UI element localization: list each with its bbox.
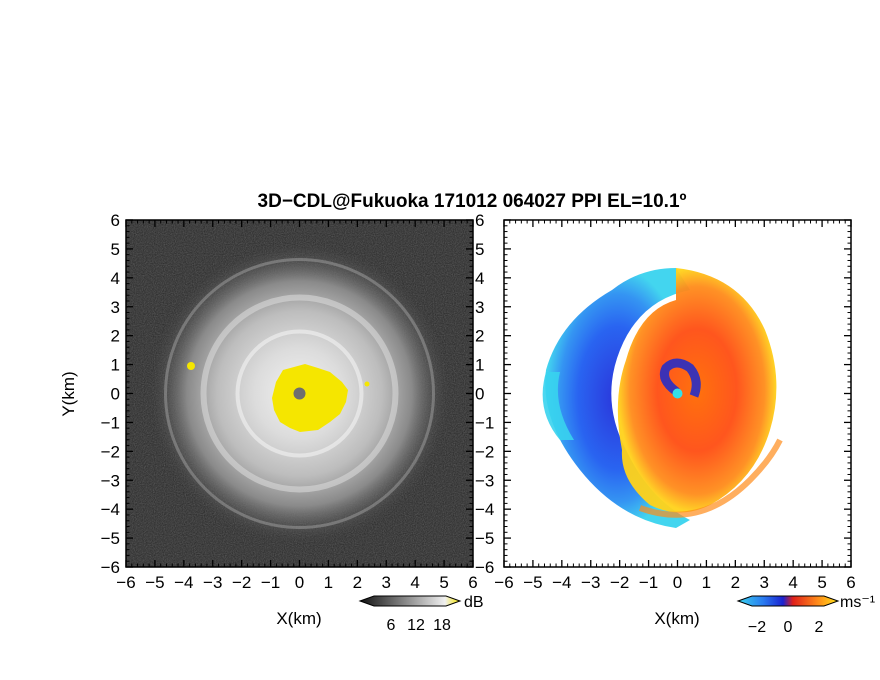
x-tick-label: 1: [324, 573, 333, 592]
right-colorbar-tick: −2: [748, 619, 766, 636]
y-tick-label: −4: [475, 500, 494, 519]
right-x-axis-label: X(km): [654, 609, 699, 628]
left-bright-ring: [200, 294, 399, 493]
x-tick-label: 6: [468, 573, 477, 592]
x-tick-label: 3: [382, 573, 391, 592]
x-tick-label: 4: [788, 573, 797, 592]
x-tick-label: 3: [760, 573, 769, 592]
y-tick-label: −3: [475, 471, 494, 490]
x-tick-label: −3: [581, 573, 600, 592]
x-tick-label: −4: [552, 573, 571, 592]
y-tick-label: −6: [101, 558, 120, 577]
x-tick-label: −1: [639, 573, 658, 592]
right-colorbar: ms⁻¹ −2 0 2: [736, 594, 875, 636]
left-y-axis-label: Y(km): [59, 371, 78, 416]
x-tick-label: −5: [523, 573, 542, 592]
x-tick-label: −2: [610, 573, 629, 592]
y-tick-label: 6: [111, 211, 120, 230]
left-colorbar-bar: [358, 595, 462, 607]
right-colorbar-bar: [736, 595, 840, 607]
y-tick-label: 1: [475, 356, 484, 375]
y-tick-label: 1: [111, 356, 120, 375]
x-tick-label: −3: [203, 573, 222, 592]
y-tick-label: 2: [475, 327, 484, 346]
left-x-axis-label: X(km): [276, 609, 321, 628]
y-tick-label: −6: [475, 558, 494, 577]
y-tick-label: −2: [101, 442, 120, 461]
left-colorbar-tick: 12: [407, 617, 425, 634]
y-tick-label: 3: [111, 298, 120, 317]
x-tick-label: −6: [494, 573, 513, 592]
x-tick-label: 0: [295, 573, 304, 592]
x-tick-label: 2: [353, 573, 362, 592]
x-tick-label: 6: [846, 573, 855, 592]
left-plot-area: [126, 220, 473, 567]
right-ticks: [503, 219, 852, 568]
y-tick-label: 3: [475, 298, 484, 317]
right-colorbar-tick: 0: [784, 619, 793, 636]
right-center-marker: [672, 388, 683, 399]
y-tick-label: −2: [475, 442, 494, 461]
left-colorbar-tick: 18: [433, 617, 451, 634]
x-tick-label: 4: [410, 573, 419, 592]
y-tick-label: 0: [475, 385, 484, 404]
right-x-tick-labels: −6 −5 −4 −3 −2 −1 0 1 2 3 4 5 6: [494, 573, 855, 592]
left-colorbar-unit: dB: [464, 594, 484, 611]
y-tick-label: −5: [101, 529, 120, 548]
y-tick-label: 5: [475, 240, 484, 259]
y-tick-label: 4: [475, 269, 484, 288]
left-saturated-core: [272, 364, 348, 432]
y-tick-label: −3: [101, 471, 120, 490]
x-tick-label: −5: [145, 573, 164, 592]
right-approaching-region: [545, 268, 690, 528]
left-blank-center: [293, 387, 306, 400]
right-inner-spiral: [659, 358, 701, 398]
right-colorbar-unit: ms⁻¹: [840, 594, 875, 611]
y-tick-label: 2: [111, 327, 120, 346]
right-outer-arm: [638, 438, 783, 518]
right-panel: −6 −5 −4 −3 −2 −1 0 1 2 3 4 5 6 X(km): [494, 219, 856, 628]
left-outer-ring: [164, 258, 435, 529]
left-edge-spot-east: [364, 381, 370, 387]
right-plot-area: [542, 268, 783, 528]
x-tick-label: −6: [116, 573, 135, 592]
chart-title: 3D−CDL@Fukuoka 171012 064027 PPI EL=10.1…: [258, 191, 687, 212]
y-tick-label: 5: [111, 240, 120, 259]
x-tick-label: −1: [261, 573, 280, 592]
x-tick-label: 0: [673, 573, 682, 592]
right-western-fringe: [542, 372, 574, 440]
y-tick-label: −5: [475, 529, 494, 548]
left-edge-spot-west: [187, 362, 195, 370]
left-inner-ring: [235, 329, 364, 458]
right-colorbar-tick: 2: [815, 619, 824, 636]
x-tick-label: −2: [232, 573, 251, 592]
y-tick-label: 4: [111, 269, 120, 288]
left-colorbar-tick: 6: [387, 617, 396, 634]
y-tick-label: 0: [111, 385, 120, 404]
y-tick-label: −1: [101, 413, 120, 432]
y-tick-label: −4: [101, 500, 120, 519]
left-colorbar: dB 6 12 18: [358, 594, 484, 634]
x-tick-label: 2: [731, 573, 740, 592]
x-tick-label: −4: [174, 573, 193, 592]
x-tick-label: 5: [817, 573, 826, 592]
left-ticks: [125, 219, 474, 568]
left-y-tick-labels: 6 5 4 3 2 1 0 −1 −2 −3 −4 −5 −6: [101, 211, 120, 577]
x-tick-label: 1: [702, 573, 711, 592]
y-tick-label: −1: [475, 413, 494, 432]
y-tick-label: 6: [475, 211, 484, 230]
x-tick-label: 5: [439, 573, 448, 592]
